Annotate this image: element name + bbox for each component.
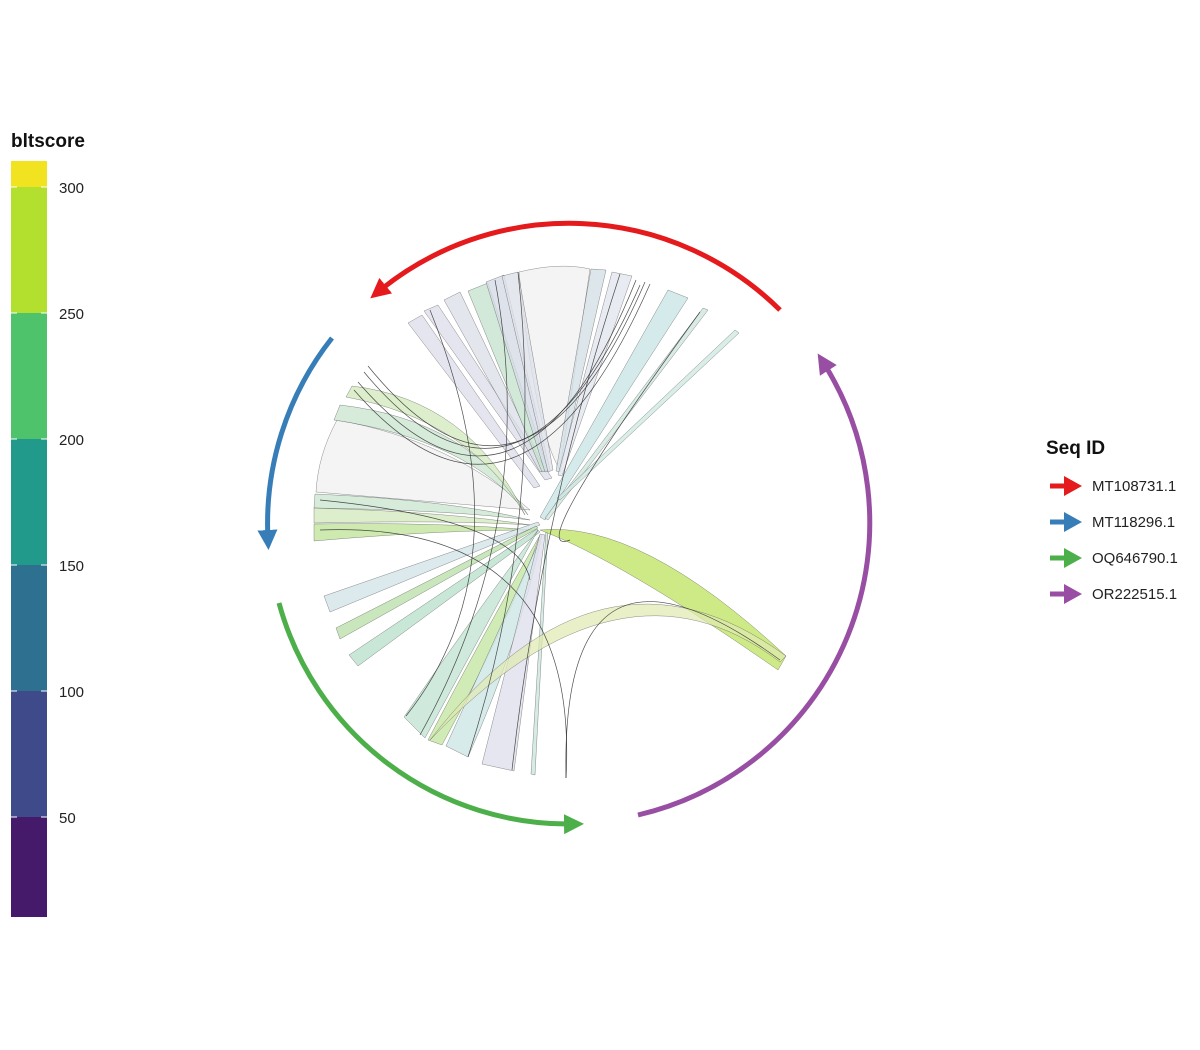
seq-id-legend: Seq ID MT108731.1 MT118296.1 OQ646790.1 [1046,438,1178,604]
ribbon [539,529,787,671]
legend-item-mt118296: MT118296.1 [1050,512,1175,532]
colorbar-tick-label: 150 [59,558,84,575]
colorbar-bin [11,691,47,817]
legend-item-label: OR222515.1 [1092,586,1177,603]
colorbar-bin [11,565,47,691]
ribbon [557,271,633,477]
arrow-icon [1050,584,1082,604]
arc-mt108731 [370,220,782,312]
ribbon [313,493,531,521]
ribbon [429,603,787,741]
legend-item-oq646790: OQ646790.1 [1050,548,1178,568]
sequence-arcs [257,220,873,835]
legend-item-label: OQ646790.1 [1092,550,1178,567]
ribbon-group [313,265,787,776]
link-line [511,273,621,771]
colorbar-legend: bltscore 50 100 150 200 250 300 [11,131,85,917]
legend-item-or222515: OR222515.1 [1050,584,1177,604]
ribbon [345,385,526,516]
colorbar-tick-label: 250 [59,306,84,323]
seq-legend-title: Seq ID [1046,438,1105,459]
link-line [357,279,637,457]
arrow-icon [1050,512,1082,532]
ribbon [403,529,539,739]
legend-item-label: MT108731.1 [1092,478,1176,495]
link-line [367,281,646,447]
link-line [405,309,475,717]
link-line [419,279,508,736]
colorbar-title: bltscore [11,131,85,152]
colorbar-ticks [11,186,47,818]
ribbon [544,307,709,521]
ribbon [407,314,541,489]
legend-item-mt108731: MT108731.1 [1050,476,1176,496]
ribbon [539,289,689,521]
colorbar-bin [11,817,47,917]
legend-item-label: MT118296.1 [1092,514,1175,531]
link-lines [319,271,781,779]
colorbar-bin [11,161,47,187]
link-line [558,311,701,542]
colorbar-tick-label: 50 [59,810,76,827]
arc-or222515 [637,353,873,818]
link-line [467,271,526,758]
arc-mt118296 [257,336,334,550]
colorbar-bin [11,187,47,313]
ribbon [335,525,539,640]
colorbar-tick-label: 200 [59,432,84,449]
ribbon [556,329,740,501]
link-line [565,601,781,779]
link-line [319,529,568,779]
link-line [353,283,651,465]
arrow-icon [1050,476,1082,496]
link-line [363,284,641,449]
arrow-icon [1050,548,1082,568]
ribbon [348,528,541,667]
colorbar-bin [11,313,47,439]
arc-oq646790 [276,602,584,835]
colorbar-bins [11,161,47,917]
ribbon [501,271,554,473]
ribbon [481,533,546,772]
colorbar-tick-label: 100 [59,684,84,701]
colorbar-tick-label: 300 [59,180,84,197]
link-line [319,499,531,581]
colorbar-bin [11,439,47,565]
ribbon [323,521,541,613]
